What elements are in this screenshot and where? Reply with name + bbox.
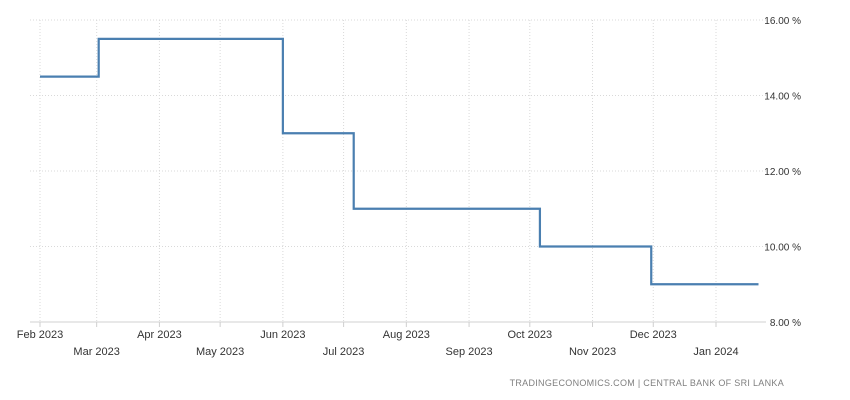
y-tick-label: 12.00 % [764,167,801,178]
x-tick-label: Jan 2024 [693,346,738,358]
x-tick-label: Mar 2023 [73,346,119,358]
x-tick-label: Dec 2023 [630,329,677,341]
y-tick-label: 14.00 % [764,92,801,103]
x-tick-label: Nov 2023 [569,346,616,358]
x-tick-label: Feb 2023 [17,329,63,341]
series-layer [39,37,759,286]
y-axis: 8.00 % 10.00 % 12.00 % 14.00 % 16.00 % [764,16,801,329]
x-tick-label: May 2023 [196,346,244,358]
x-axis-labels: Feb 2023 Mar 2023 Apr 2023 May 2023 Jun 2023… [17,329,739,358]
source-label: TRADINGECONOMICS.COM | CENTRAL BANK OF S… [510,378,784,388]
x-tick-label: Aug 2023 [383,329,430,341]
series-line [40,37,759,286]
y-tick-label: 10.00 % [764,243,801,254]
x-tick-label: Sep 2023 [446,346,493,358]
x-axis [30,321,766,327]
y-tick-label: 16.00 % [764,16,801,27]
x-tick-label: Jun 2023 [260,329,305,341]
grid [30,19,766,322]
x-tick-label: Jul 2023 [323,346,365,358]
x-tick-label: Oct 2023 [507,329,552,341]
y-tick-label: 8.00 % [770,318,801,329]
x-tick-label: Apr 2023 [137,329,182,341]
